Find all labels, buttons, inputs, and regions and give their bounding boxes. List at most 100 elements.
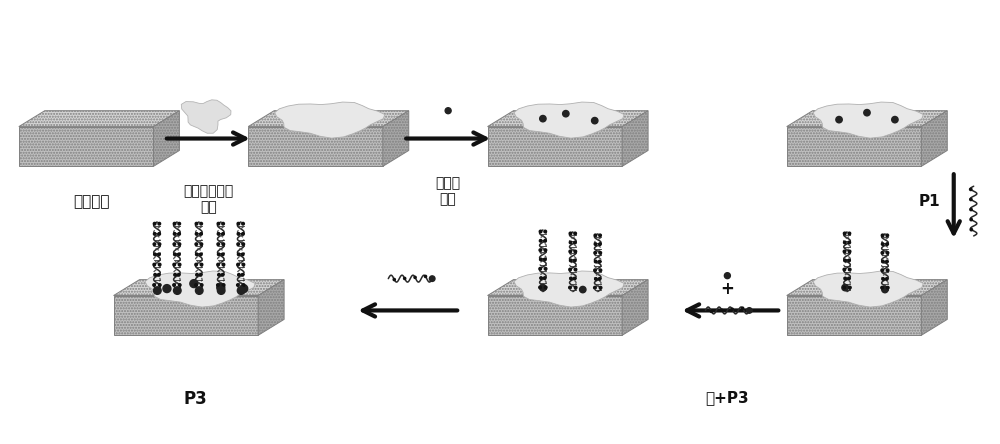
Circle shape xyxy=(710,310,712,313)
Circle shape xyxy=(848,259,850,262)
Polygon shape xyxy=(622,280,648,335)
Circle shape xyxy=(242,233,244,235)
Circle shape xyxy=(221,253,224,256)
Circle shape xyxy=(200,253,202,256)
Polygon shape xyxy=(275,102,385,138)
Circle shape xyxy=(173,263,176,266)
Circle shape xyxy=(970,218,972,221)
Circle shape xyxy=(195,287,203,294)
Circle shape xyxy=(429,276,435,281)
Circle shape xyxy=(540,115,546,122)
Circle shape xyxy=(886,234,889,237)
Circle shape xyxy=(848,232,851,235)
Circle shape xyxy=(157,274,160,276)
Circle shape xyxy=(886,251,889,254)
Circle shape xyxy=(237,243,240,246)
Polygon shape xyxy=(921,111,947,166)
Circle shape xyxy=(539,249,542,251)
Polygon shape xyxy=(787,296,921,335)
Polygon shape xyxy=(153,111,179,166)
Polygon shape xyxy=(813,102,923,138)
Circle shape xyxy=(599,251,602,254)
Circle shape xyxy=(864,110,870,116)
Circle shape xyxy=(970,228,973,231)
Circle shape xyxy=(580,286,586,293)
Polygon shape xyxy=(258,280,284,335)
Circle shape xyxy=(540,277,542,279)
Circle shape xyxy=(200,222,202,225)
Circle shape xyxy=(217,284,219,286)
Circle shape xyxy=(154,287,161,294)
Circle shape xyxy=(195,284,197,286)
Circle shape xyxy=(153,263,156,266)
Circle shape xyxy=(598,278,601,280)
Text: 纳米金
额粒: 纳米金 额粒 xyxy=(436,176,461,206)
Circle shape xyxy=(595,278,597,280)
Circle shape xyxy=(153,243,156,246)
Circle shape xyxy=(747,308,752,313)
Circle shape xyxy=(881,269,884,272)
Circle shape xyxy=(599,269,602,272)
Circle shape xyxy=(242,284,245,286)
Circle shape xyxy=(569,241,572,244)
Circle shape xyxy=(393,278,395,281)
Polygon shape xyxy=(248,111,409,127)
Circle shape xyxy=(574,250,577,253)
Circle shape xyxy=(842,285,848,291)
Polygon shape xyxy=(813,271,923,307)
Circle shape xyxy=(892,116,898,123)
Circle shape xyxy=(222,222,224,225)
Circle shape xyxy=(445,108,451,114)
Circle shape xyxy=(970,208,972,211)
Circle shape xyxy=(540,258,542,261)
Text: 汞+P3: 汞+P3 xyxy=(706,390,749,405)
Circle shape xyxy=(237,284,239,286)
Circle shape xyxy=(598,260,601,263)
Text: P3: P3 xyxy=(184,390,208,408)
Polygon shape xyxy=(181,100,231,133)
Circle shape xyxy=(882,260,884,263)
Circle shape xyxy=(217,263,219,266)
Polygon shape xyxy=(488,296,622,335)
Circle shape xyxy=(885,278,888,280)
Circle shape xyxy=(242,243,245,246)
Circle shape xyxy=(724,273,730,279)
Circle shape xyxy=(158,222,161,225)
Circle shape xyxy=(881,286,883,289)
Polygon shape xyxy=(248,127,383,166)
Circle shape xyxy=(158,253,160,256)
Circle shape xyxy=(849,286,851,289)
Circle shape xyxy=(574,259,576,262)
Circle shape xyxy=(848,268,851,271)
Circle shape xyxy=(153,222,156,225)
Circle shape xyxy=(970,188,972,190)
Circle shape xyxy=(573,277,576,280)
Circle shape xyxy=(539,286,541,289)
Circle shape xyxy=(843,286,846,289)
Circle shape xyxy=(539,267,541,270)
Circle shape xyxy=(848,277,850,280)
Circle shape xyxy=(594,251,597,254)
Circle shape xyxy=(569,268,571,271)
Circle shape xyxy=(242,263,245,266)
Polygon shape xyxy=(114,296,258,335)
Circle shape xyxy=(177,274,180,276)
Circle shape xyxy=(569,232,572,235)
Circle shape xyxy=(569,286,571,289)
Circle shape xyxy=(594,260,597,263)
Circle shape xyxy=(218,274,220,276)
Circle shape xyxy=(544,239,546,242)
Circle shape xyxy=(599,243,601,246)
Circle shape xyxy=(414,276,416,278)
Circle shape xyxy=(217,253,220,256)
Polygon shape xyxy=(787,111,947,127)
Circle shape xyxy=(742,307,744,309)
Polygon shape xyxy=(514,102,624,138)
Circle shape xyxy=(200,263,203,266)
Circle shape xyxy=(217,287,225,294)
Circle shape xyxy=(594,269,596,272)
Circle shape xyxy=(153,284,155,286)
Circle shape xyxy=(222,263,225,266)
Circle shape xyxy=(848,250,851,253)
Circle shape xyxy=(886,260,888,263)
